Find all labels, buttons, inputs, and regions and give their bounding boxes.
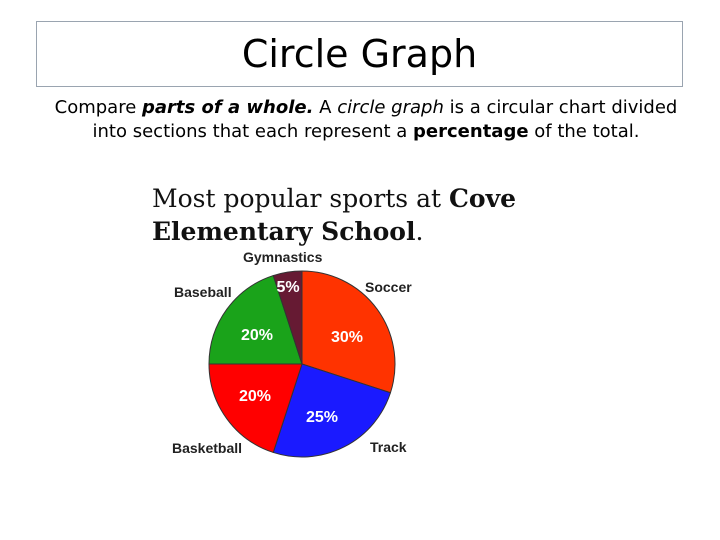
- desc-emphasis-parts: parts of a whole.: [142, 97, 314, 118]
- slice-percent-soccer: 30%: [331, 329, 363, 346]
- category-label-baseball: Baseball: [174, 284, 232, 300]
- slide-title-box: Circle Graph: [36, 21, 683, 87]
- slice-percent-track: 25%: [306, 409, 338, 426]
- desc-text-3: A: [313, 97, 338, 118]
- category-label-basketball: Basketball: [172, 440, 242, 456]
- chart-title-part2: Cove Elementary School: [152, 184, 517, 246]
- chart-title-part3: .: [415, 217, 424, 246]
- category-label-soccer: Soccer: [365, 279, 412, 295]
- pie-slice-basketball: [208, 363, 303, 454]
- desc-text-1: Compare: [54, 97, 143, 118]
- chart-title: Most popular sports at Cove Elementary S…: [152, 182, 642, 248]
- pie-category-labels: Soccer Track Basketball Baseball Gymnastics: [172, 249, 412, 456]
- slide-description: Compare parts of a whole. A circle graph…: [36, 96, 696, 144]
- slide-title: Circle Graph: [241, 32, 478, 76]
- chart-title-part1: Most popular sports at: [152, 184, 449, 213]
- desc-text-7: of the total.: [528, 121, 640, 142]
- slice-percent-basketball: 20%: [239, 388, 271, 405]
- slice-percent-baseball: 20%: [241, 327, 273, 344]
- desc-text-5: is a circular chart divided into section…: [92, 97, 678, 142]
- pie-slice-labels: 30% 25% 20% 20% 5%: [239, 279, 363, 426]
- category-label-track: Track: [370, 439, 407, 455]
- pie-slice-baseball: [208, 274, 303, 365]
- pie-slice-soccer: [301, 270, 396, 394]
- slice-percent-gymnastics: 5%: [276, 279, 299, 296]
- desc-emphasis-circle-graph: circle graph: [337, 97, 444, 118]
- pie-slice-gymnastics: [272, 270, 303, 365]
- pie-slices: [208, 270, 396, 458]
- desc-emphasis-percentage: percentage: [413, 121, 529, 142]
- category-label-gymnastics: Gymnastics: [243, 249, 323, 265]
- pie-slice-track: [272, 363, 392, 458]
